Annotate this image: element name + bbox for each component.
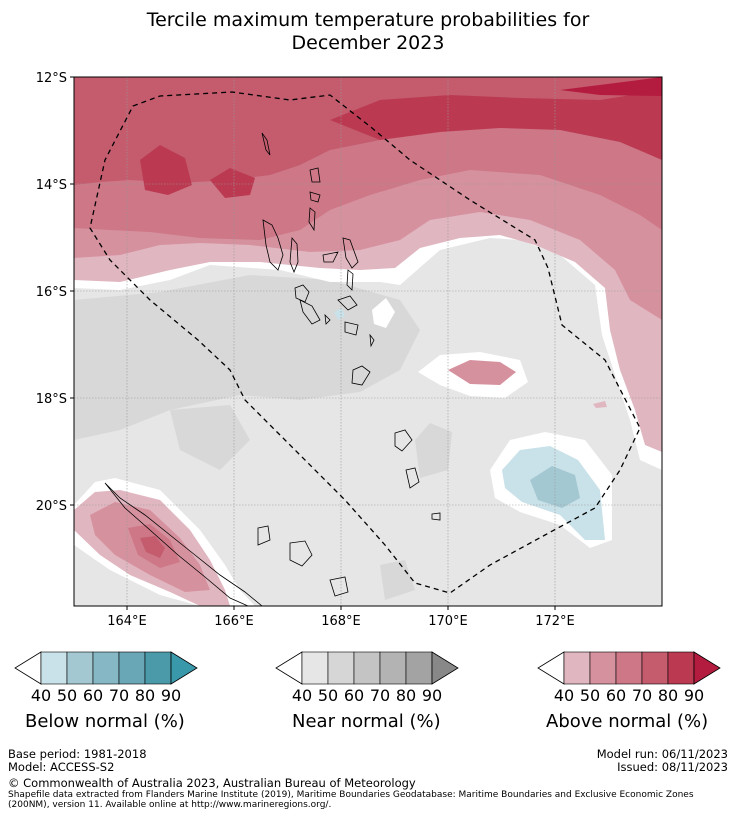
copyright-notice: © Commonwealth of Australia 2023, Austra… bbox=[8, 776, 416, 790]
above-normal-50-area bbox=[448, 360, 516, 385]
colorbar-bin bbox=[563, 651, 591, 685]
lat-label: 18°S bbox=[36, 392, 67, 407]
colorbar-bin bbox=[66, 651, 94, 685]
below-normal-50-area bbox=[530, 466, 580, 508]
near-normal-50-area bbox=[170, 405, 250, 470]
colorbar-tick-label: 70 bbox=[109, 686, 129, 705]
map-title-line1: Tercile maximum temperature probabilitie… bbox=[146, 9, 590, 31]
colorbar-bin bbox=[301, 651, 329, 685]
colorbar-above-normal: 40 50 60 70 80 90 bbox=[537, 651, 721, 705]
colorbar-below-normal: 40 50 60 70 80 90 bbox=[14, 651, 198, 705]
colorbar-low-extend bbox=[14, 651, 42, 685]
colorbar-near-normal-label: Near normal (%) bbox=[292, 711, 441, 732]
white-gap-area bbox=[372, 298, 395, 328]
colorbar-above-normal-label: Above normal (%) bbox=[546, 711, 709, 732]
colorbar-low-extend bbox=[537, 651, 565, 685]
colorbar-tick-label: 40 bbox=[554, 686, 574, 705]
eez-boundary bbox=[89, 91, 641, 594]
map-frame bbox=[73, 76, 663, 607]
colorbar-bin bbox=[144, 651, 172, 685]
shapefile-credit-line2: (200NM), version 11. Available online at… bbox=[8, 800, 332, 810]
above-normal-80-area bbox=[210, 168, 255, 198]
colorbar-tick-label: 50 bbox=[580, 686, 600, 705]
colorbar-bin bbox=[327, 651, 355, 685]
above-normal-80-area bbox=[140, 145, 192, 195]
colorbar-tick-label: 90 bbox=[684, 686, 704, 705]
near-normal-50-area bbox=[74, 275, 420, 440]
colorbar-bin bbox=[589, 651, 617, 685]
colorbar-tick-label: 90 bbox=[422, 686, 442, 705]
above-normal-90-area bbox=[560, 77, 662, 96]
colorbar-tick-label: 50 bbox=[318, 686, 338, 705]
island-loyalty-lifou bbox=[289, 540, 313, 567]
colorbar-tick-label: 80 bbox=[135, 686, 155, 705]
island-tanna bbox=[405, 467, 420, 489]
colorbar-high-extend bbox=[170, 651, 198, 685]
colorbar-tick-label: 40 bbox=[31, 686, 51, 705]
model-run-date: Model run: 06/11/2023 bbox=[596, 747, 728, 761]
graticule bbox=[74, 77, 662, 606]
colorbar-low-extend bbox=[275, 651, 303, 685]
base-period: Base period: 1981-2018 bbox=[8, 747, 147, 761]
shapefile-credit-line1: Shapefile data extracted from Flanders M… bbox=[8, 790, 694, 800]
above-normal-80-area bbox=[330, 90, 662, 160]
colorbar-tick-label: 90 bbox=[161, 686, 181, 705]
colorbar-bin bbox=[405, 651, 433, 685]
island-malekula bbox=[294, 284, 310, 303]
island-loyalty-ouvea bbox=[257, 525, 271, 546]
colorbar-tick-label: 40 bbox=[292, 686, 312, 705]
lon-label: 168°E bbox=[321, 614, 361, 629]
colorbars: 40 50 60 70 80 90 40 50 60 70 80 90 40 50 60 70 80 90 bbox=[14, 651, 721, 705]
lon-label: 164°E bbox=[107, 614, 147, 629]
colorbar-near-normal: 40 50 60 70 80 90 bbox=[275, 651, 459, 705]
colorbar-tick-label: 50 bbox=[57, 686, 77, 705]
near-normal-50-area bbox=[380, 560, 415, 600]
island-loyalty-mare bbox=[329, 576, 349, 597]
colorbar-bin bbox=[92, 651, 120, 685]
colorbar-tick-label: 60 bbox=[83, 686, 103, 705]
island-espiritu-santo bbox=[262, 219, 284, 271]
lon-label: 170°E bbox=[428, 614, 468, 629]
map-title-line2: December 2023 bbox=[291, 32, 445, 54]
island-erromango bbox=[394, 429, 413, 452]
colorbar-bin bbox=[118, 651, 146, 685]
island-efate bbox=[351, 365, 371, 386]
colorbar-bin bbox=[353, 651, 381, 685]
near-normal-50-area bbox=[415, 423, 452, 478]
colorbar-tick-label: 80 bbox=[396, 686, 416, 705]
colorbar-below-normal-label: Below normal (%) bbox=[25, 711, 185, 732]
above-normal-40-area bbox=[593, 401, 607, 408]
colorbar-tick-label: 60 bbox=[606, 686, 626, 705]
colorbar-bin bbox=[667, 651, 695, 685]
lon-label: 166°E bbox=[214, 614, 254, 629]
colorbar-tick-label: 80 bbox=[658, 686, 678, 705]
colorbar-high-extend bbox=[693, 651, 721, 685]
lat-label: 12°S bbox=[36, 71, 67, 86]
colorbar-tick-label: 70 bbox=[370, 686, 390, 705]
colorbar-tick-label: 70 bbox=[632, 686, 652, 705]
probability-field bbox=[74, 77, 662, 606]
lat-label: 14°S bbox=[36, 178, 67, 193]
lon-label: 172°E bbox=[535, 614, 575, 629]
colorbar-bin bbox=[615, 651, 643, 685]
axis-ticks bbox=[70, 76, 556, 610]
lat-label: 20°S bbox=[36, 499, 67, 514]
colorbar-tick-label: 60 bbox=[344, 686, 364, 705]
colorbar-bin bbox=[379, 651, 407, 685]
lat-label: 16°S bbox=[36, 285, 67, 300]
map-figure: 12°S 14°S 16°S 18°S 20°S 164°E 166°E 168… bbox=[36, 71, 663, 629]
above-normal-70-area bbox=[140, 536, 165, 558]
below-normal-40-area bbox=[334, 308, 345, 320]
model-name: Model: ACCESS-S2 bbox=[8, 760, 115, 774]
colorbar-bin bbox=[40, 651, 68, 685]
issued-date: Issued: 08/11/2023 bbox=[617, 760, 728, 774]
colorbar-bin bbox=[641, 651, 669, 685]
colorbar-high-extend bbox=[431, 651, 459, 685]
axis-labels: 12°S 14°S 16°S 18°S 20°S 164°E 166°E 168… bbox=[36, 71, 575, 629]
